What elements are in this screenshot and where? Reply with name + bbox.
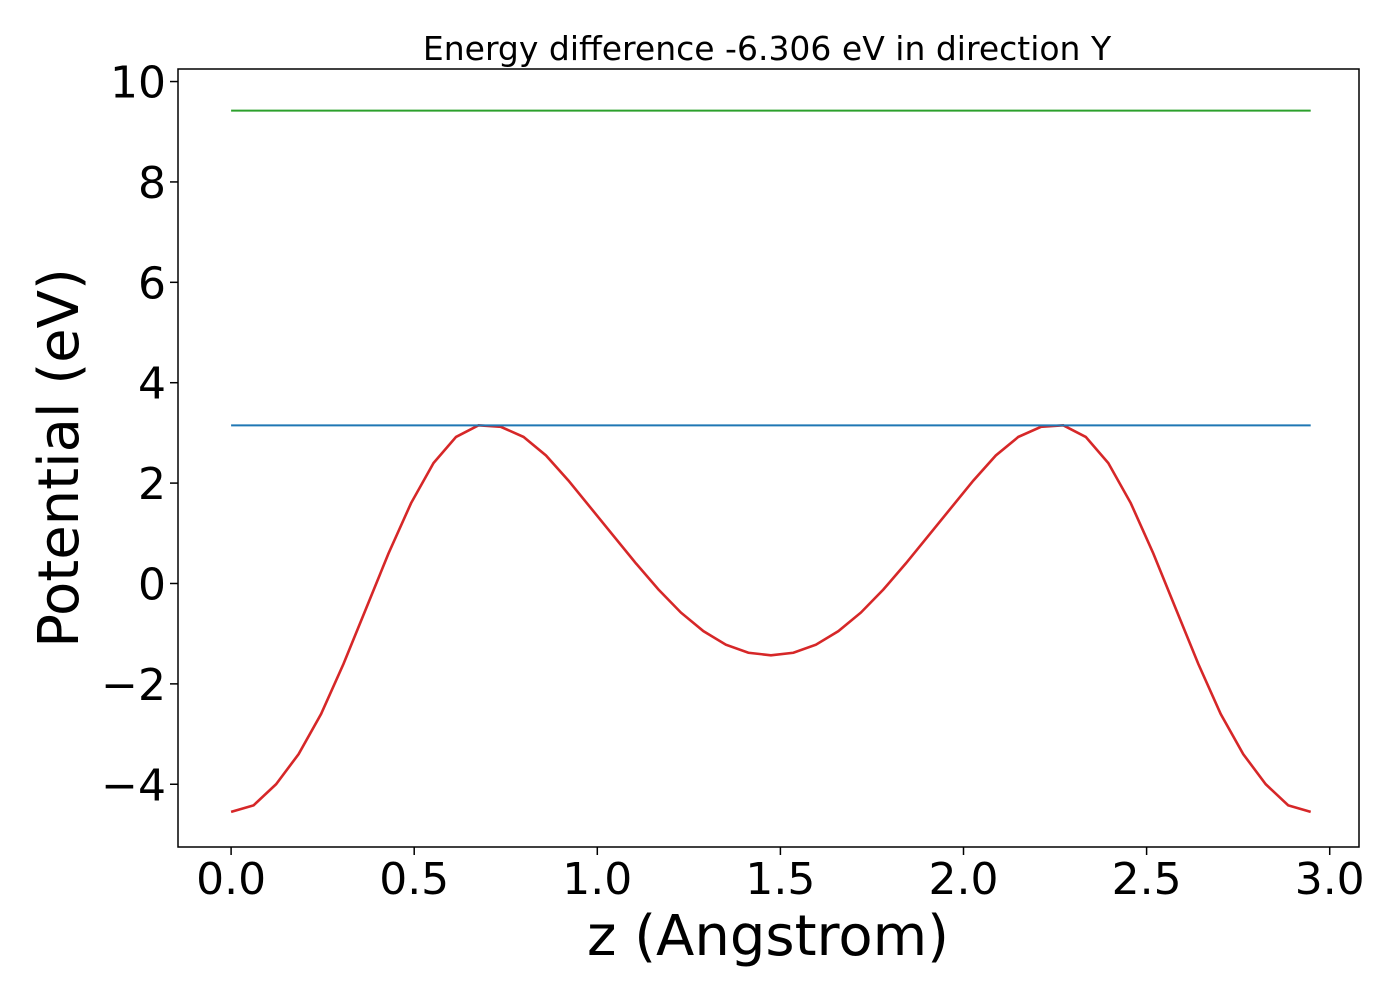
x-tick-label: 0.0 <box>196 854 266 905</box>
x-tick-label: 2.0 <box>929 854 999 905</box>
x-tick-label: 0.5 <box>379 854 449 905</box>
x-axis-label: z (Angstrom) <box>587 904 949 969</box>
y-tick-label: 10 <box>110 58 166 109</box>
y-tick-label: −2 <box>101 660 166 711</box>
y-tick-label: 8 <box>138 158 166 209</box>
y-tick-label: 2 <box>138 459 166 510</box>
x-tick-label: 3.0 <box>1295 854 1365 905</box>
y-tick-label: 4 <box>138 359 166 410</box>
x-tick-label: 1.0 <box>562 854 632 905</box>
series-line-1 <box>230 424 1312 814</box>
y-tick-label: −4 <box>101 760 166 811</box>
chart-title: Energy difference -6.306 eV in direction… <box>423 29 1112 68</box>
x-axis-ticks: 0.0 0.5 1.0 1.5 2.0 2.5 3.0 <box>196 847 1365 905</box>
series-layer <box>230 109 1312 814</box>
y-tick-label: 6 <box>138 258 166 309</box>
x-tick-label: 2.5 <box>1112 854 1182 905</box>
x-tick-label: 1.5 <box>745 854 815 905</box>
y-axis-label: Potential (eV) <box>27 268 92 648</box>
y-tick-label: 0 <box>138 559 166 610</box>
plot-frame <box>177 68 1360 848</box>
y-axis-ticks: −4 −2 0 2 4 6 8 10 <box>101 58 178 811</box>
